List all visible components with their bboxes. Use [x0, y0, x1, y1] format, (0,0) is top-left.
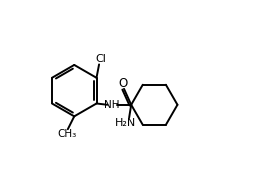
Text: H₂N: H₂N [115, 118, 136, 128]
Text: NH: NH [104, 100, 120, 110]
Text: Cl: Cl [95, 54, 106, 64]
Text: O: O [118, 77, 127, 90]
Text: CH₃: CH₃ [57, 129, 76, 139]
